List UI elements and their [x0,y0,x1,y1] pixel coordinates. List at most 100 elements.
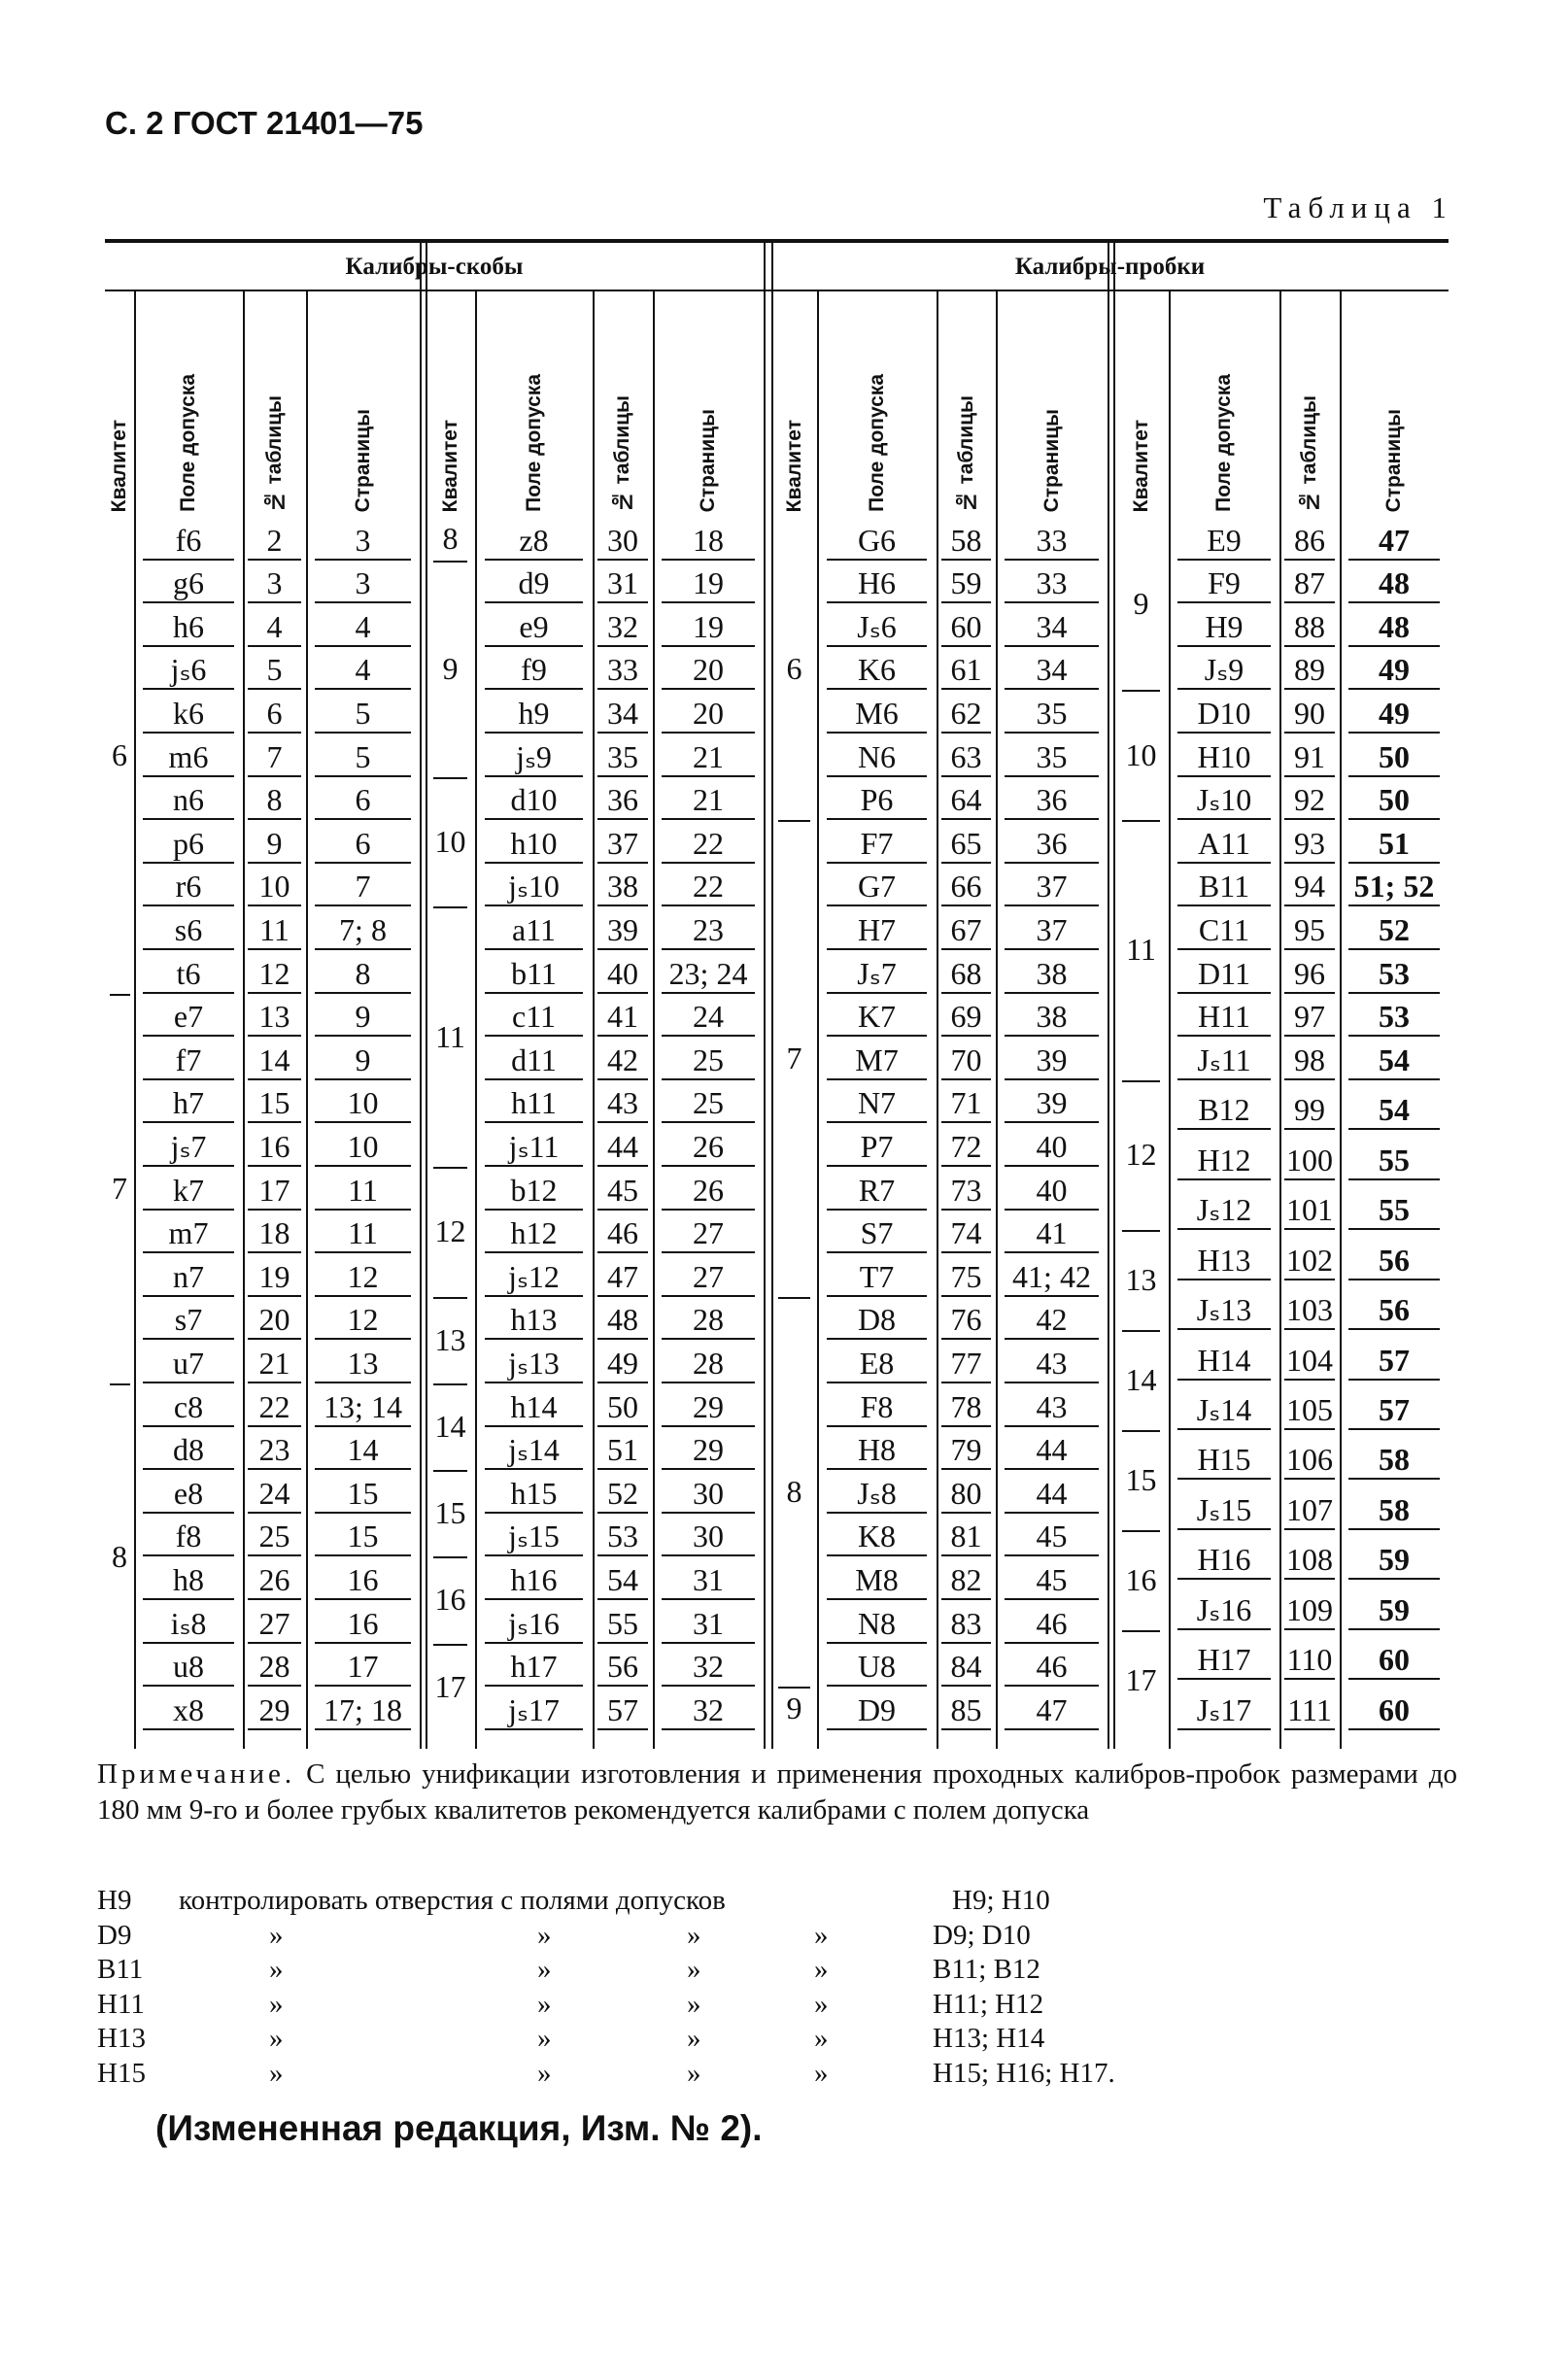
ditto-mark: » [814,2023,829,2054]
page-numbers: 50 [1340,734,1449,777]
tolerance-field: B12 [1169,1080,1279,1131]
page-numbers: 5 [306,690,420,734]
page-numbers: 45 [996,1514,1108,1557]
table-number: 92 [1279,777,1340,821]
hole-fields: H13; H14 [933,2023,1045,2054]
ditto-mark: » [269,1988,284,2020]
tolerance-field: jₛ11 [475,1123,593,1167]
page-numbers: 23; 24 [653,950,764,994]
quality-grade: 17 [1113,1629,1169,1730]
note: Примечание. С целью унификации изготовле… [97,1757,1457,1828]
column-divider [475,291,477,1749]
column-header-label: Поле допуска [177,374,199,512]
tolerance-field: H16 [1169,1530,1279,1581]
column-header-label: Квалитет [1129,419,1152,512]
table-caption: Таблица 1 [1263,190,1453,224]
gauge-field: H9 [97,1885,132,1916]
table-number: 25 [243,1514,306,1557]
page-numbers: 41; 42 [996,1253,1108,1297]
quality-grade: 13 [426,1296,475,1383]
page-numbers: 39 [996,1080,1108,1124]
tolerance-field: z8 [475,517,593,561]
page-numbers: 22 [653,820,764,864]
tolerance-field: H8 [817,1427,937,1471]
table-number: 91 [1279,734,1340,777]
table-number: 28 [243,1644,306,1688]
table-top-rule [105,239,1449,243]
column-header: Поле допуска [1169,293,1279,512]
tolerance-field: h16 [475,1556,593,1600]
tolerance-field: c8 [134,1383,243,1427]
table-number: 52 [593,1470,653,1514]
table-number: 6 [243,690,306,734]
ditto-mark: » [269,1919,284,1951]
quality-grade: 9 [426,560,475,777]
tolerance-field: C11 [1169,906,1279,950]
page-numbers: 26 [653,1123,764,1167]
page-numbers: 44 [996,1427,1108,1471]
quality-grade: 10 [1113,690,1169,820]
page-numbers: 57 [1340,1381,1449,1431]
tolerance-field: T7 [817,1253,937,1297]
gauge-field: D9 [97,1919,132,1951]
page-numbers: 58 [1340,1480,1449,1531]
table-number: 75 [937,1253,996,1297]
column-header-label: Поле допуска [522,374,545,512]
table-number: 19 [243,1253,306,1297]
page-numbers: 39 [996,1037,1108,1080]
table-number: 27 [243,1600,306,1644]
hole-fields: H9; H10 [952,1885,1050,1916]
table-number: 77 [937,1340,996,1383]
page-numbers: 7; 8 [306,906,420,950]
table-number: 79 [937,1427,996,1471]
page-numbers: 55 [1340,1130,1449,1181]
table-number: 48 [593,1297,653,1341]
table-number: 61 [937,647,996,691]
page-numbers: 20 [653,647,764,691]
table-number: 101 [1279,1180,1340,1231]
tolerance-field: M7 [817,1037,937,1080]
table-number: 7 [243,734,306,777]
ditto-mark: » [814,1988,829,2020]
tolerance-field: h12 [475,1211,593,1254]
tolerance-field: g6 [134,561,243,604]
page-numbers: 44 [996,1470,1108,1514]
quality-grade: 9 [771,1687,817,1730]
page-numbers: 28 [653,1297,764,1341]
quality-grade: 15 [426,1470,475,1556]
column-header-label: № таблицы [1298,394,1320,512]
column-divider [817,291,819,1749]
page-numbers: 53 [1340,950,1449,994]
quality-grade: 8 [771,1296,817,1687]
table-number: 104 [1279,1330,1340,1382]
tolerance-field: f6 [134,517,243,561]
tolerance-field: H12 [1169,1130,1279,1181]
page-numbers: 27 [653,1211,764,1254]
ditto-mark: » [537,2057,552,2089]
page-numbers: 30 [653,1470,764,1514]
tolerance-field: d9 [475,561,593,604]
table-number: 93 [1279,820,1340,864]
group-divider [426,243,427,1749]
tolerance-field: H11 [1169,994,1279,1038]
tolerance-field: F8 [817,1383,937,1427]
page-numbers: 38 [996,994,1108,1038]
page-numbers: 52 [1340,906,1449,950]
column-divider [1340,291,1342,1749]
tolerance-field: h15 [475,1470,593,1514]
page-numbers: 6 [306,777,420,821]
tolerance-field: u8 [134,1644,243,1688]
tolerance-field: k6 [134,690,243,734]
table-number: 86 [1279,517,1340,561]
page-numbers: 49 [1340,690,1449,734]
table-number: 64 [937,777,996,821]
page-numbers: 10 [306,1123,420,1167]
ditto-mark: » [537,1988,552,2020]
ditto-mark: » [687,1954,701,1985]
table-number: 42 [593,1037,653,1080]
table-number: 78 [937,1383,996,1427]
tolerance-field: jₛ17 [475,1687,593,1730]
tolerance-field: m7 [134,1211,243,1254]
gauge-field: B11 [97,1954,144,1985]
quality-grade: 10 [426,776,475,907]
